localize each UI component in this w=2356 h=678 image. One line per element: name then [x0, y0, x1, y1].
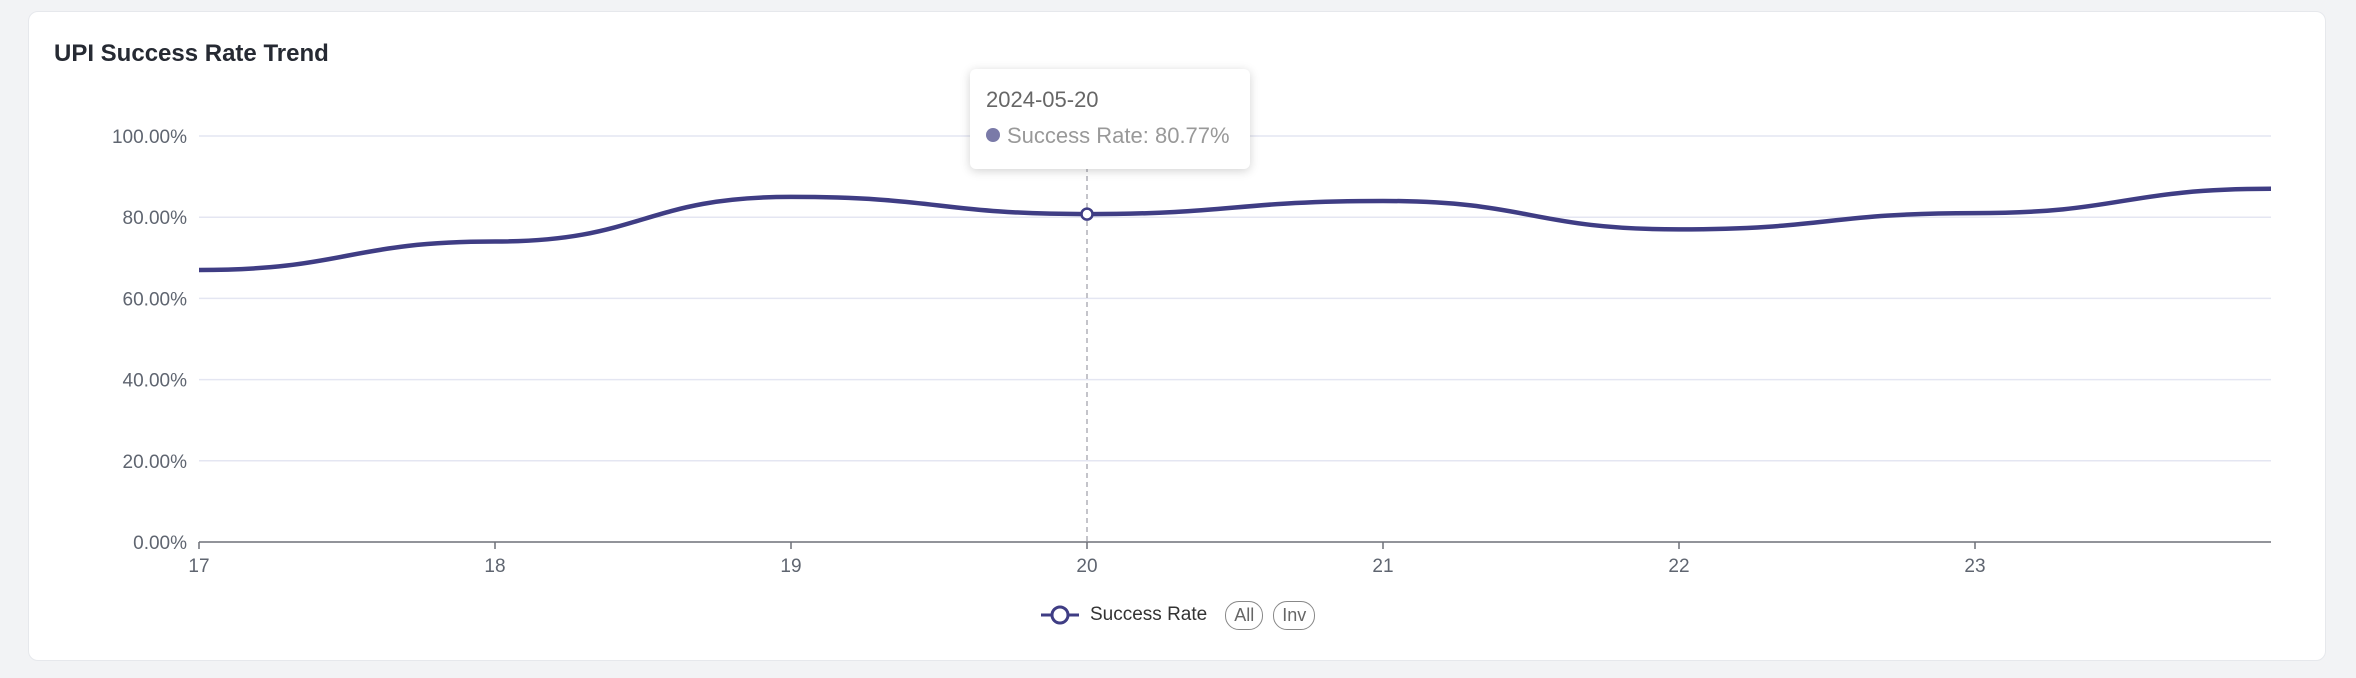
y-axis-tick-labels: 0.00% 20.00% 40.00% 60.00% 80.00% 100.00%: [112, 127, 187, 554]
x-tick-label: 21: [1372, 556, 1393, 577]
tooltip-series-marker: [986, 128, 1000, 143]
x-tick-label: 22: [1668, 556, 1689, 577]
chart-title: UPI Success Rate Trend: [54, 40, 329, 67]
tooltip-value: 80.77%: [1154, 123, 1230, 148]
tooltip-row: Success Rate: 80.77%: [986, 123, 1234, 149]
y-tick-label: 40.00%: [123, 371, 188, 392]
data-point[interactable]: [1080, 207, 1094, 221]
series-success-rate[interactable]: [195, 185, 2275, 274]
grid-lines: [199, 135, 2271, 462]
tooltip-date: 2024-05-20: [986, 87, 1099, 112]
x-tick-label: 23: [1964, 556, 1985, 577]
x-tick-label: 18: [484, 556, 505, 577]
tooltip-series-name: Success Rate: [1007, 123, 1143, 148]
x-tick-label: 17: [188, 556, 209, 577]
legend-inverse-button[interactable]: Inv: [1273, 600, 1316, 630]
chart-tooltip: 2024-05-20 Success Rate: 80.77%: [970, 69, 1250, 169]
legend-label-success-rate[interactable]: Success Rate: [1090, 604, 1208, 625]
series-line[interactable]: [198, 186, 2272, 273]
legend-line-icon[interactable]: [1040, 603, 1080, 627]
y-tick-label: 80.00%: [123, 208, 188, 229]
y-tick-label: 60.00%: [123, 289, 188, 310]
y-tick-label: 100.00%: [112, 127, 187, 148]
x-axis: 17 18 19 20 21 22 23: [188, 541, 2271, 577]
x-tick-label: 20: [1076, 556, 1097, 577]
legend-select-all-button[interactable]: All: [1225, 600, 1264, 630]
chart-legend: Success Rate All Inv: [1040, 600, 1316, 630]
y-tick-label: 0.00%: [133, 533, 187, 554]
y-tick-label: 20.00%: [123, 452, 188, 473]
x-tick-label: 19: [780, 556, 801, 577]
